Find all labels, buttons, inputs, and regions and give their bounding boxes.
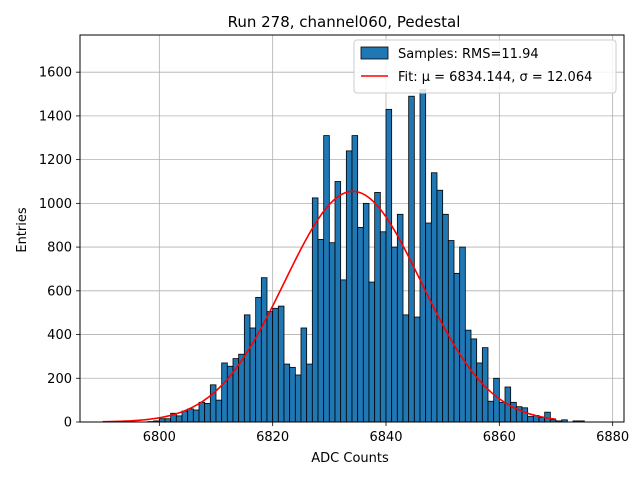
histogram-bar bbox=[340, 279, 347, 423]
histogram-bar bbox=[470, 338, 478, 423]
plot-frame bbox=[79, 34, 625, 423]
histogram-bar bbox=[204, 403, 211, 423]
histogram-bar bbox=[317, 239, 325, 423]
legend-label-samples: Samples: RMS=11.94 bbox=[398, 47, 539, 62]
histogram-bar bbox=[425, 222, 432, 423]
histogram-bar bbox=[538, 417, 546, 423]
histogram-bars bbox=[147, 89, 585, 423]
histogram-bar bbox=[498, 401, 506, 423]
histogram-bar bbox=[362, 202, 370, 423]
x-tick-label: 6800 bbox=[143, 430, 176, 445]
y-tick-label: 600 bbox=[47, 284, 72, 299]
x-tick-label: 6820 bbox=[256, 430, 289, 445]
histogram-bar bbox=[391, 246, 398, 423]
histogram-bar bbox=[464, 329, 472, 423]
histogram-bar bbox=[311, 197, 319, 423]
histogram-bar bbox=[430, 172, 438, 423]
histogram-bar bbox=[294, 374, 302, 423]
x-tick-label: 6880 bbox=[596, 430, 629, 445]
histogram-bar bbox=[447, 240, 455, 423]
histogram-bar bbox=[272, 307, 279, 423]
histogram-bar bbox=[385, 108, 393, 423]
histogram-bar bbox=[198, 401, 206, 423]
legend-box bbox=[353, 39, 617, 94]
y-tick-label: 1400 bbox=[39, 109, 72, 124]
x-axis-ticks: 6800 6820 6840 6860 6880 bbox=[143, 422, 629, 445]
y-axis-label: Entries bbox=[15, 207, 30, 253]
histogram-bar bbox=[255, 296, 262, 423]
histogram-bar bbox=[277, 305, 285, 423]
histogram-bar bbox=[209, 384, 217, 423]
y-tick-label: 1600 bbox=[39, 66, 72, 81]
histogram-bar bbox=[283, 363, 291, 423]
x-axis-label: ADC Counts bbox=[311, 451, 389, 466]
histogram-bar bbox=[527, 416, 534, 423]
histogram-bar bbox=[413, 316, 421, 423]
y-axis-ticks: 0 200 400 600 800 1000 1200 1400 1600 bbox=[39, 66, 80, 431]
histogram-bar bbox=[419, 89, 427, 423]
histogram-bar bbox=[181, 410, 189, 423]
fit-curve bbox=[102, 190, 557, 423]
histogram-bar bbox=[289, 366, 296, 423]
histogram-bar bbox=[187, 408, 194, 423]
histogram-bar bbox=[175, 415, 183, 423]
histogram-bar bbox=[351, 135, 359, 423]
fit-curve-layer bbox=[102, 190, 557, 423]
histogram-bar bbox=[521, 407, 529, 423]
histogram-bar bbox=[221, 362, 228, 423]
histogram-bar bbox=[493, 377, 500, 423]
histogram-bar bbox=[476, 362, 483, 423]
y-tick-label: 800 bbox=[47, 241, 72, 256]
y-tick-label: 400 bbox=[47, 328, 72, 343]
histogram-bar bbox=[334, 181, 342, 423]
histogram-bar bbox=[357, 227, 364, 423]
legend-swatch-samples bbox=[360, 46, 389, 60]
x-tick-label: 6840 bbox=[369, 430, 402, 445]
legend: Samples: RMS=11.94 Fit: μ = 6834.144, σ … bbox=[353, 39, 617, 94]
histogram-bar bbox=[436, 189, 444, 423]
histogram-bar bbox=[510, 401, 517, 423]
histogram-bar bbox=[442, 213, 449, 423]
histogram-bar bbox=[323, 135, 330, 423]
histogram-bar bbox=[215, 399, 223, 423]
histogram-bar bbox=[192, 409, 200, 423]
histogram-bar bbox=[402, 314, 410, 423]
histogram-bar bbox=[266, 311, 274, 423]
y-tick-label: 1000 bbox=[39, 197, 72, 212]
y-tick-label: 1200 bbox=[39, 153, 72, 168]
y-tick-label: 0 bbox=[64, 416, 72, 431]
histogram-bar bbox=[243, 314, 251, 423]
histogram-bar bbox=[368, 281, 376, 423]
histogram-bar bbox=[374, 192, 381, 423]
histogram-bar bbox=[487, 400, 495, 423]
y-tick-label: 200 bbox=[47, 372, 72, 387]
histogram-bar bbox=[379, 231, 387, 423]
histogram-bar bbox=[300, 327, 308, 423]
histogram-bar bbox=[306, 363, 313, 423]
x-tick-label: 6860 bbox=[483, 430, 516, 445]
legend-label-fit: Fit: μ = 6834.144, σ = 12.064 bbox=[398, 70, 592, 85]
histogram-bar bbox=[459, 246, 466, 423]
chart-title: Run 278, channel060, Pedestal bbox=[228, 13, 461, 31]
histogram-bar bbox=[260, 277, 268, 423]
histogram-bar bbox=[328, 242, 336, 423]
